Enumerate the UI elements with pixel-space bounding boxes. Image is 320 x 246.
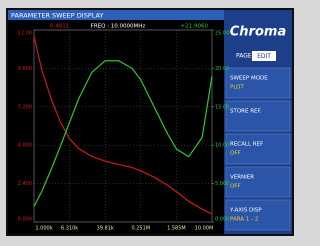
x-tick-label: 0.251M	[131, 226, 150, 232]
y2-tick-label: 5.000	[215, 181, 229, 187]
softkey-label: RECALL REF	[230, 142, 263, 148]
x-tick-label: 6.310k	[61, 226, 78, 232]
softkey-label: STORE REF.	[230, 109, 262, 115]
y-tick-label: 0.000	[18, 217, 32, 223]
page-value: EDIT	[257, 53, 271, 60]
softkey-label: Y-AXIS DISP	[229, 208, 262, 214]
x-tick-label: 1.000k	[35, 226, 52, 232]
y-tick-label: 2.400	[18, 181, 32, 187]
y-tick-label: 4.800	[18, 143, 32, 149]
softkey[interactable]	[226, 68, 290, 98]
y-tick-label: 9.600	[18, 66, 32, 72]
annotation: FREQ : 10.0000MHz	[91, 24, 146, 30]
annotation: 0.4811	[50, 24, 69, 30]
softkey-label: VERNIER	[230, 175, 254, 181]
page-label: PAGE	[236, 53, 252, 60]
x-tick-label: 10.00M	[195, 226, 214, 232]
x-tick-label: 39.81k	[97, 226, 114, 232]
instrument-screen: PARAMETER SWEEP DISPLAY Chroma PAGE EDIT…	[0, 0, 299, 242]
annotation: +21.9060	[181, 24, 209, 30]
y2-tick-label: 20.00	[215, 66, 229, 72]
logo: Chroma	[230, 25, 286, 40]
softkey-label: SWEEP MODE	[230, 76, 268, 82]
plot-panel	[8, 20, 224, 234]
y-tick-label: 7.200	[18, 104, 32, 110]
softkey[interactable]	[226, 200, 290, 230]
screen-title: PARAMETER SWEEP DISPLAY	[11, 12, 103, 20]
y2-tick-label: 10.00	[215, 143, 229, 149]
softkey[interactable]	[226, 101, 290, 131]
softkey-value: PLOT	[230, 85, 245, 91]
softkey[interactable]	[226, 167, 290, 197]
softkey-value: OFF	[230, 151, 241, 157]
y2-tick-label: 15.00	[215, 104, 229, 110]
x-tick-label: 1.585M	[167, 226, 186, 232]
softkey[interactable]	[226, 134, 290, 164]
softkeys: SWEEP MODE PLOT STORE REF. RECALL REF OFF VER…	[226, 68, 290, 230]
softkey-value: OFF	[230, 184, 241, 190]
y-tick-label: 12.00	[18, 31, 32, 37]
y2-tick-label: 0.000	[215, 217, 229, 223]
softkey-value: PARA 1 - 2	[230, 217, 258, 223]
y2-tick-label: 25.00	[215, 31, 229, 37]
